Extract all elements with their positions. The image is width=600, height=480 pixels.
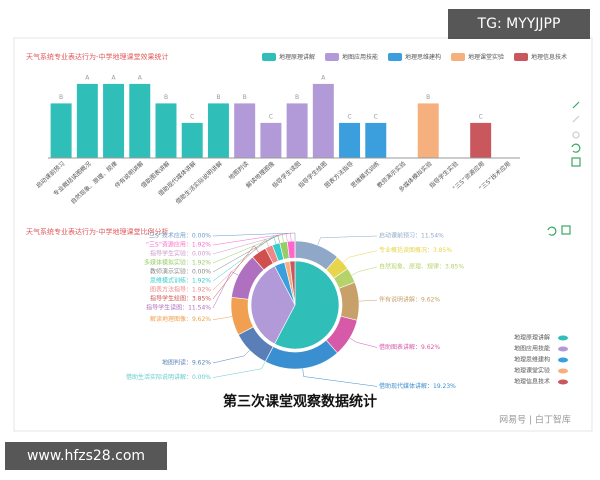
leader-line (302, 368, 378, 387)
toolbox (547, 101, 581, 236)
data-label: 指导学生绘图：3.85% (150, 295, 211, 303)
leader-line (212, 232, 296, 241)
data-label: B (243, 94, 247, 101)
leader-line (212, 316, 233, 320)
bar (286, 103, 308, 158)
data-label: C (269, 113, 273, 120)
data-label: C (347, 113, 351, 120)
data-label: B (216, 94, 220, 101)
leader-line (317, 235, 378, 246)
legend-swatch (558, 357, 568, 363)
legend-label: 地理原理讲解 (279, 53, 315, 61)
watermark: TG: MYYJJPP (477, 16, 561, 32)
legend-swatch (558, 335, 568, 341)
data-label: B (295, 94, 299, 101)
legend-swatch (514, 53, 528, 61)
legend-label: 地理信息技术 (531, 53, 567, 61)
legend-label: 地理原理讲解 (514, 334, 550, 342)
data-label: C (374, 113, 378, 120)
chart-title: 天气系统专业表达行为-中学地理课堂比例分析 (26, 227, 169, 236)
bar (50, 103, 72, 158)
bar (339, 122, 361, 158)
data-label: B (164, 94, 168, 101)
leader-line (212, 361, 266, 378)
legend-swatch (388, 53, 402, 61)
inner-slice (250, 265, 296, 345)
leader-line (212, 233, 284, 264)
data-label: 图表方法指导：1.92% (150, 286, 211, 294)
legend-swatch (558, 368, 568, 374)
data-label: A (321, 74, 326, 81)
legend-label: 地理思维建构 (514, 356, 550, 364)
legend-swatch (262, 53, 276, 61)
legend-label: 地理课堂实验 (514, 367, 550, 375)
legend-label: 地理信息技术 (514, 378, 550, 386)
data-label: 伴有说明讲解：9.62% (379, 296, 440, 304)
bar (181, 122, 203, 158)
legend-label: 地图应用技能 (342, 53, 378, 61)
bar (260, 122, 282, 158)
data-label: 启动课前预习：11.54% (379, 232, 444, 240)
legend-label: 地图应用技能 (514, 345, 550, 353)
data-label: 借助现代媒体讲解：19.23% (379, 382, 456, 390)
pie-slice (338, 281, 360, 321)
bar (76, 83, 98, 158)
data-label: 教师演示实验：0.00% (150, 268, 211, 276)
data-label: 借助生活实际说明讲解：0.00% (126, 373, 211, 381)
leader-line (358, 299, 378, 302)
legend-swatch (451, 53, 465, 61)
leader-line (212, 350, 250, 364)
data-label: B (426, 94, 430, 101)
data-label: 借助图表讲解：9.62% (379, 343, 440, 351)
data-label: “三S”资源应用：1.92% (146, 241, 211, 249)
bar (129, 83, 151, 158)
bar (417, 103, 439, 158)
data-label: 指导学生实验：0.00% (150, 250, 211, 258)
bar (207, 103, 229, 158)
watermark: www.hfzs28.com (27, 448, 145, 464)
leader-line (342, 250, 378, 263)
data-label: 指导学生读图：11.54% (146, 304, 211, 312)
leader-line (212, 271, 239, 309)
legend-swatch (558, 346, 568, 352)
watermark-box (5, 442, 167, 470)
data-label: C (190, 113, 194, 120)
data-label: 专业概括读图概况：3.85% (379, 246, 452, 254)
source: 网易号 | 白丁智库 (499, 414, 571, 426)
leader-line (351, 266, 378, 276)
data-label: 思维模式训练：1.92% (150, 277, 211, 285)
chart-title: 天气系统专业表达行为-中学地理课堂效果统计 (26, 52, 169, 61)
leader-line (212, 245, 259, 300)
bar (312, 83, 334, 158)
leader-line (212, 232, 292, 246)
data-label: 解读地理图像：9.62% (150, 315, 211, 323)
inner-slice (274, 260, 340, 350)
data-label: A (138, 74, 143, 81)
bar (470, 122, 492, 158)
bar (234, 103, 256, 158)
watermark-box (448, 9, 590, 39)
legend-label: 地理思维建构 (405, 53, 441, 61)
leader-line (212, 235, 277, 282)
legend-label: 地理课堂实验 (468, 53, 504, 61)
inner-slice (289, 260, 296, 306)
bar (365, 122, 387, 158)
data-label: C (479, 113, 483, 120)
data-label: 多媒体模拟实验：1.92% (144, 259, 211, 267)
leader-line (349, 337, 378, 348)
data-label: A (85, 74, 90, 81)
bar (103, 83, 125, 158)
data-label: “三S”技术应用：0.00% (146, 232, 211, 240)
data-label: 自然现象、原理、规律：3.85% (379, 262, 464, 270)
caption: 第三次课堂观察数据统计 (223, 393, 377, 410)
legend-swatch (558, 379, 568, 385)
leader-line (212, 233, 288, 255)
bar (155, 103, 177, 158)
data-label: A (112, 74, 117, 81)
leader-line (212, 234, 280, 273)
data-label: 地图判读：9.62% (162, 358, 211, 366)
legend-swatch (325, 53, 339, 61)
data-label: B (59, 94, 63, 101)
